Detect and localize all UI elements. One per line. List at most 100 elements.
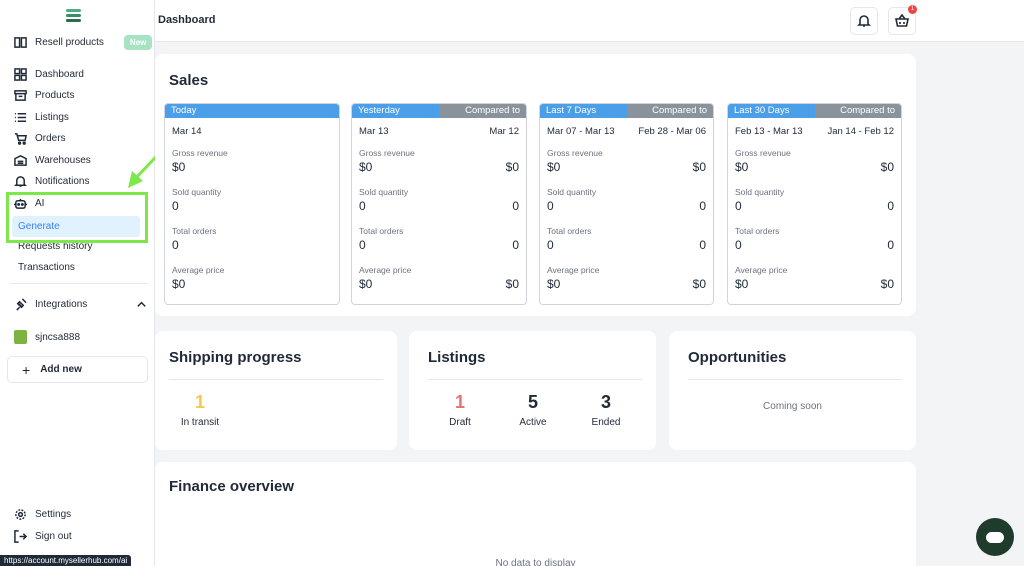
sidebar-item-generate[interactable]: Generate — [12, 216, 140, 237]
robot-icon — [14, 198, 27, 209]
metric-label-row: Total orders — [172, 226, 332, 236]
active-count[interactable]: 5 — [527, 392, 538, 412]
sidebar-item-store[interactable]: sjncsa888 — [14, 328, 80, 346]
metric-value-row: $0 $0 — [359, 160, 519, 174]
compare-label: Compared to — [439, 104, 526, 118]
divider — [688, 379, 902, 380]
metric-compare-value: $0 — [505, 160, 519, 174]
metric-value: 0 — [359, 238, 366, 252]
sidebar-item-ai[interactable]: AI — [14, 194, 44, 212]
url-tooltip: https://account.mysellerhub.com/ai — [0, 555, 132, 566]
draft-label: Draft — [449, 417, 471, 428]
draft-count[interactable]: 1 — [454, 392, 465, 412]
sidebar-item-listings[interactable]: Listings — [14, 108, 69, 126]
in-transit-count[interactable]: 1 — [194, 392, 205, 412]
ended-label: Ended — [591, 417, 621, 428]
metric-value: 0 — [735, 238, 742, 252]
sidebar-item-resell-products[interactable]: Resell products New — [14, 33, 153, 51]
period-date: Mar 14 — [172, 126, 202, 137]
metric-compare-value: 0 — [887, 238, 894, 252]
sidebar-item-sign-out[interactable]: Sign out — [14, 527, 72, 545]
divider — [428, 379, 642, 380]
metric-label: Total orders — [359, 226, 404, 236]
metric-label: Total orders — [735, 226, 780, 236]
metric-value-row: $0 $0 — [547, 160, 706, 174]
chevron-up-icon[interactable] — [135, 298, 148, 311]
metric-label: Average price — [547, 265, 600, 275]
shipping-card: Shipping progress 1 In transit — [155, 331, 397, 450]
metric-value: $0 — [172, 160, 186, 174]
metric-label-row: Sold quantity — [735, 187, 894, 197]
metric-value-row: 0 0 — [547, 199, 706, 213]
sidebar-item-label: Sign out — [35, 530, 72, 542]
metric-label-row: Gross revenue — [547, 148, 706, 158]
sales-column: Today Mar 14 Gross revenue $0 Sold quant… — [164, 103, 340, 305]
metric-label: Gross revenue — [547, 148, 603, 158]
sidebar-item-requests-history[interactable]: Requests history — [18, 241, 93, 252]
metric-compare-value: $0 — [692, 277, 706, 291]
book-icon — [14, 36, 27, 48]
opportunities-card: Opportunities Coming soon — [669, 331, 916, 450]
sidebar-item-label: Settings — [35, 508, 72, 520]
metric-compare-value: 0 — [512, 238, 519, 252]
metric-label-row: Average price — [359, 265, 519, 275]
compare-date: Jan 14 - Feb 12 — [827, 126, 894, 137]
highlight-box — [6, 192, 148, 243]
sidebar-item-label: Integrations — [35, 298, 88, 310]
notifications-button[interactable] — [850, 7, 878, 35]
plus-icon: + — [22, 361, 31, 378]
metric-label: Gross revenue — [359, 148, 415, 158]
metric-label-row: Average price — [735, 265, 894, 275]
sidebar-item-integrations[interactable]: Integrations — [14, 295, 146, 313]
sidebar-item-label: Dashboard — [35, 68, 84, 80]
add-new-button[interactable]: + Add new — [7, 356, 148, 383]
metric-value-row: 0 0 — [359, 199, 519, 213]
sidebar-item-settings[interactable]: Settings — [14, 505, 71, 523]
chat-icon — [986, 531, 1004, 543]
metric-value-row: $0 $0 — [359, 277, 519, 291]
metric-value-row: 0 0 — [735, 199, 894, 213]
opportunities-title: Opportunities — [688, 349, 787, 366]
metric-value: $0 — [735, 160, 749, 174]
metric-label: Average price — [172, 265, 225, 275]
metric-value-row: $0 $0 — [547, 277, 706, 291]
compare-date: Feb 28 - Mar 06 — [638, 126, 706, 137]
bell-icon — [857, 15, 871, 27]
metric-value: $0 — [359, 160, 373, 174]
sidebar-item-warehouses[interactable]: Warehouses — [14, 151, 91, 169]
metric-label: Sold quantity — [735, 187, 785, 197]
sidebar-item-notifications[interactable]: Notifications — [14, 172, 89, 190]
ended-count[interactable]: 3 — [600, 392, 611, 412]
sidebar-item-products[interactable]: Products — [14, 86, 74, 104]
sales-column-header: Today — [165, 104, 339, 118]
no-data-text: No data to display — [495, 558, 576, 566]
metric-label: Gross revenue — [172, 148, 228, 158]
metric-label: Total orders — [172, 226, 217, 236]
shipping-title: Shipping progress — [169, 349, 302, 366]
sidebar-item-dashboard[interactable]: Dashboard — [14, 65, 84, 83]
bell-icon — [14, 175, 27, 187]
metric-label: Sold quantity — [359, 187, 409, 197]
cart-button[interactable]: 1 — [888, 5, 917, 35]
metric-label: Sold quantity — [547, 187, 597, 197]
store-name: sjncsa888 — [35, 331, 81, 343]
sidebar-item-transactions[interactable]: Transactions — [18, 262, 75, 273]
period-label: Last 7 Days — [540, 104, 627, 118]
period-label: Last 30 Days — [728, 104, 815, 118]
chat-button[interactable] — [976, 518, 1014, 556]
metric-value: $0 — [359, 277, 373, 291]
metric-value: 0 — [172, 238, 179, 252]
metric-label-row: Average price — [172, 265, 332, 275]
listings-card: Listings 1 Draft 5 Active 3 Ended — [409, 331, 656, 450]
shopify-icon — [14, 330, 27, 344]
metric-value: 0 — [172, 199, 179, 213]
sidebar-item-label: AI — [35, 197, 45, 209]
metric-value-row: $0 — [172, 277, 332, 291]
sidebar-item-orders[interactable]: Orders — [14, 129, 66, 147]
app-logo-icon[interactable] — [66, 9, 81, 23]
sales-column: Yesterday Compared to Mar 13 Mar 12 Gross… — [351, 103, 527, 305]
metric-label-row: Gross revenue — [735, 148, 894, 158]
metric-value: 0 — [359, 199, 366, 213]
listings-title: Listings — [428, 349, 486, 366]
sidebar: Resell products New Dashboard Products L… — [0, 0, 172, 566]
